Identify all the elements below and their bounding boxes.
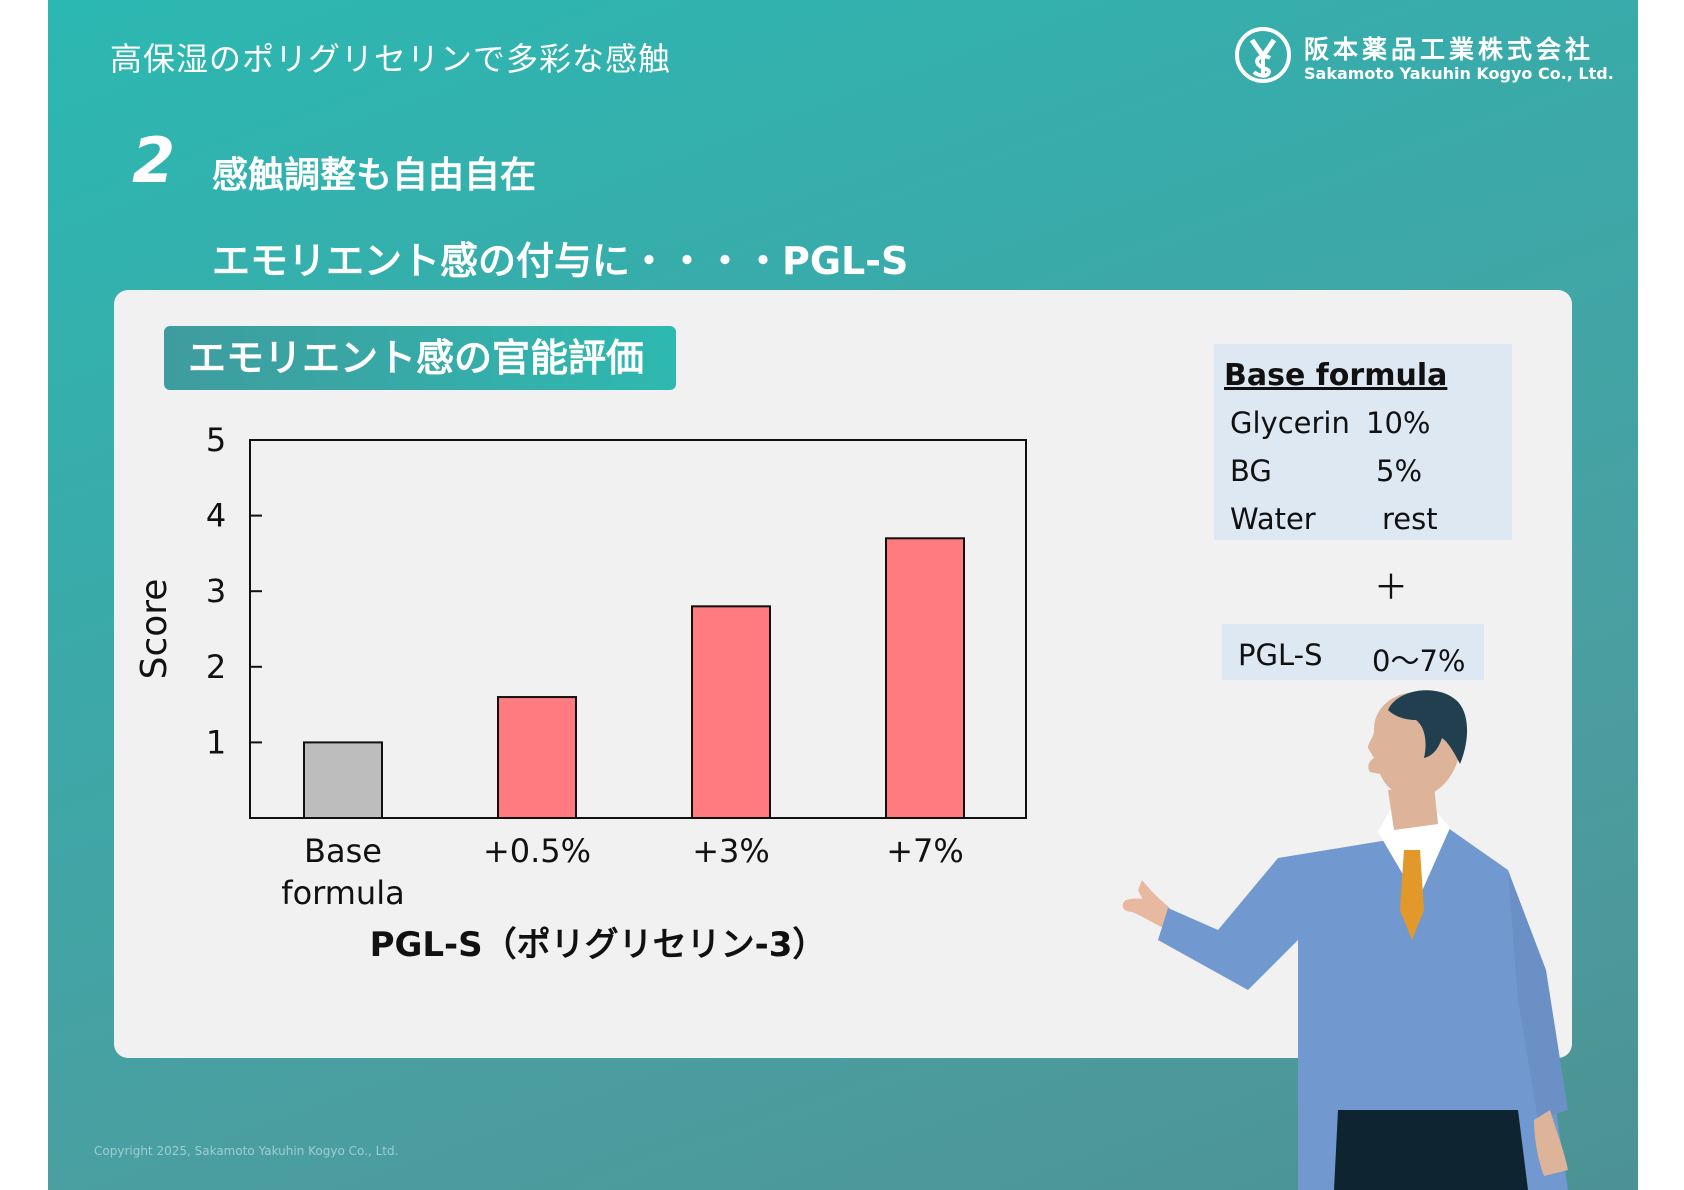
x-tick-label: +3% bbox=[692, 832, 770, 870]
formula-ingredient-value: 5% bbox=[1376, 454, 1423, 488]
y-axis-label: Score bbox=[134, 579, 175, 680]
additive-box: PGL-S 0～7% bbox=[1222, 624, 1484, 680]
bar bbox=[497, 696, 577, 820]
x-tick-label: +0.5% bbox=[483, 832, 591, 870]
slide: 高保湿のポリグリセリンで多彩な感触 阪本薬品工業株式会社 Sakamoto Ya… bbox=[48, 0, 1638, 1190]
company-logo: 阪本薬品工業株式会社 Sakamoto Yakuhin Kogyo Co., L… bbox=[1234, 24, 1614, 90]
logo-japanese-name: 阪本薬品工業株式会社 bbox=[1304, 35, 1595, 64]
x-tick-label: Base bbox=[304, 832, 382, 870]
x-tick-label: formula bbox=[281, 874, 404, 912]
copyright-text: Copyright 2025, Sakamoto Yakuhin Kogyo C… bbox=[94, 1144, 399, 1158]
base-formula-heading: Base formula bbox=[1224, 358, 1448, 393]
presenter-illustration bbox=[1122, 690, 1568, 1190]
bar bbox=[885, 537, 965, 819]
formula-ingredient-name: Glycerin bbox=[1230, 406, 1350, 440]
formula-ingredient-name: BG bbox=[1230, 454, 1272, 488]
y-tick-label: 1 bbox=[206, 723, 226, 761]
base-formula-box: Base formula Glycerin 10% BG 5% Water re… bbox=[1214, 344, 1512, 540]
section-number: 2 bbox=[132, 124, 176, 197]
x-tick-label: +7% bbox=[886, 832, 964, 870]
section-subtitle: エモリエント感の付与に・・・・PGL-S bbox=[212, 239, 909, 283]
logo-english-name: Sakamoto Yakuhin Kogyo Co., Ltd. bbox=[1304, 64, 1614, 83]
plot-frame bbox=[249, 439, 1027, 819]
formula-ingredient-name: Water bbox=[1230, 502, 1316, 536]
y-tick-label: 2 bbox=[206, 648, 226, 686]
panel-title: エモリエント感の官能評価 bbox=[164, 326, 676, 390]
bar bbox=[303, 741, 383, 819]
section-title: 感触調整も自由自在 bbox=[212, 155, 537, 196]
formula-ingredient-value: 10% bbox=[1366, 406, 1431, 440]
y-tick-label: 4 bbox=[206, 497, 226, 535]
additive-name: PGL-S bbox=[1238, 638, 1323, 672]
header-title: 高保湿のポリグリセリンで多彩な感触 bbox=[110, 40, 672, 78]
x-axis-label: PGL-S（ポリグリセリン-3） bbox=[370, 925, 827, 965]
logo-mark-icon bbox=[1235, 27, 1291, 83]
additive-value: 0～7% bbox=[1372, 644, 1466, 678]
bar-chart: 1 2 3 4 5 Score Base formula +0.5% +3% +7% PGL-S（ポリ… bbox=[134, 421, 1027, 965]
bar bbox=[691, 605, 771, 819]
y-tick-label: 3 bbox=[206, 572, 226, 610]
plus-sign: ＋ bbox=[1374, 568, 1408, 608]
formula-ingredient-value: rest bbox=[1382, 502, 1438, 536]
y-tick-label: 5 bbox=[206, 421, 226, 459]
